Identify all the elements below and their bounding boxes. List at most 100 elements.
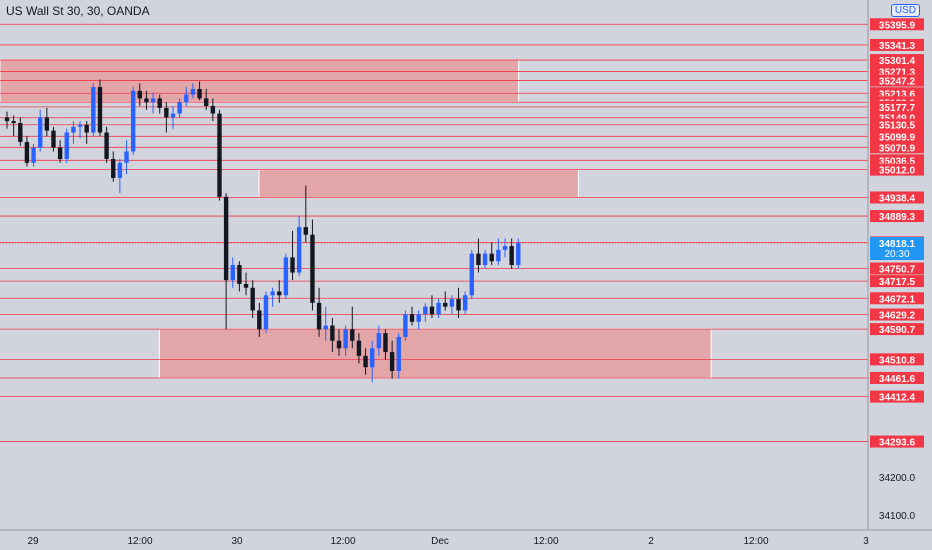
candle-body-26 — [177, 102, 182, 114]
candle-body-50 — [336, 340, 342, 349]
candle-body-47 — [316, 302, 322, 330]
x-tick-4: Dec — [431, 536, 449, 547]
level-label-bg-7 — [870, 100, 924, 113]
candle-body-3 — [24, 141, 30, 163]
level-label-bg-13 — [870, 163, 924, 176]
candle-body-74 — [496, 249, 501, 262]
candle-body-53 — [356, 340, 362, 356]
candle-body-33 — [223, 196, 229, 281]
candle-body-48 — [323, 325, 328, 330]
level-label-bg-2 — [870, 54, 924, 67]
candle-body-30 — [204, 98, 209, 106]
x-tick-2: 30 — [231, 536, 243, 547]
candle-body-63 — [423, 306, 428, 315]
level-label-bg-3 — [870, 65, 924, 78]
level-label-10: 35099.9 — [879, 132, 916, 143]
candle-body-2 — [18, 123, 23, 142]
level-label-bg-25 — [870, 435, 924, 448]
level-label-22: 34510.8 — [879, 355, 916, 366]
candle-body-21 — [144, 98, 149, 103]
candle-body-77 — [516, 243, 521, 265]
candle-body-64 — [429, 306, 435, 315]
level-label-3: 35271.3 — [879, 67, 916, 78]
level-label-bg-15 — [870, 210, 924, 223]
candle-body-45 — [303, 227, 308, 235]
symbol-title: US Wall St 30, 30, OANDA — [6, 4, 150, 18]
candle-body-23 — [157, 98, 162, 108]
candle-body-32 — [217, 113, 222, 197]
candle-body-54 — [363, 355, 368, 368]
candle-body-44 — [296, 227, 302, 273]
candle-body-4 — [31, 147, 36, 163]
candle-body-11 — [77, 124, 83, 127]
level-label-21: 34590.7 — [879, 325, 916, 336]
y-tick-1: 34100.0 — [879, 511, 916, 522]
level-label-0: 35395.9 — [879, 20, 916, 31]
candle-body-42 — [283, 257, 289, 296]
level-label-1: 35341.3 — [879, 41, 916, 52]
candle-body-38 — [257, 310, 262, 330]
candle-body-10 — [71, 126, 76, 133]
candle-body-7 — [51, 130, 56, 148]
level-label-17: 34750.7 — [879, 265, 916, 276]
level-label-4: 35247.2 — [879, 77, 916, 88]
x-tick-8: 3 — [863, 536, 869, 547]
x-tick-3: 12:00 — [330, 536, 355, 547]
x-tick-1: 12:00 — [127, 536, 152, 547]
level-label-18: 34717.5 — [879, 277, 916, 288]
candle-body-16 — [111, 159, 116, 178]
candle-body-8 — [57, 147, 63, 159]
x-tick-7: 12:00 — [743, 536, 768, 547]
candle-body-19 — [130, 90, 136, 152]
candle-body-67 — [449, 299, 455, 307]
candle-body-20 — [137, 90, 142, 99]
level-label-bg-22 — [870, 353, 924, 366]
level-label-25: 34293.6 — [879, 438, 916, 449]
candle-body-76 — [509, 246, 514, 265]
candle-body-12 — [84, 124, 89, 133]
last-price-badge — [870, 237, 924, 261]
candle-body-60 — [403, 314, 408, 337]
currency-badge[interactable]: USD — [890, 4, 920, 17]
x-tick-5: 12:00 — [533, 536, 558, 547]
level-label-bg-17 — [870, 262, 924, 275]
level-label-bg-9 — [870, 118, 924, 131]
candle-body-66 — [443, 302, 448, 307]
level-label-24: 34412.4 — [879, 393, 916, 404]
level-label-19: 34672.1 — [879, 294, 916, 305]
candle-body-25 — [170, 113, 176, 118]
level-label-bg-10 — [870, 130, 924, 143]
level-label-15: 34889.3 — [879, 212, 916, 223]
level-label-bg-0 — [870, 18, 924, 31]
candle-body-73 — [489, 253, 494, 262]
level-label-14: 34938.4 — [879, 193, 916, 204]
candle-body-0 — [4, 117, 10, 122]
candle-body-40 — [270, 291, 275, 296]
candle-body-34 — [230, 265, 235, 281]
candle-body-65 — [436, 302, 441, 315]
candle-body-51 — [343, 329, 348, 349]
zone-0 — [0, 59, 520, 103]
candle-body-27 — [184, 94, 189, 103]
candle-body-37 — [250, 287, 255, 311]
candle-body-75 — [502, 246, 508, 250]
candle-body-41 — [277, 291, 282, 296]
candle-body-13 — [91, 87, 96, 133]
level-label-bg-21 — [870, 323, 924, 336]
level-label-9: 35130.5 — [879, 121, 916, 132]
candle-body-35 — [237, 265, 242, 284]
countdown-label: 20:30 — [884, 249, 909, 260]
candle-body-18 — [124, 151, 129, 163]
candle-body-22 — [150, 98, 156, 103]
candle-body-28 — [190, 88, 196, 95]
candle-body-31 — [210, 106, 216, 114]
level-label-bg-1 — [870, 38, 924, 51]
zone-1 — [258, 169, 579, 198]
last-price-label: 34818.1 — [879, 239, 916, 250]
candle-body-55 — [370, 348, 375, 368]
level-label-bg-19 — [870, 292, 924, 305]
candle-body-68 — [456, 299, 461, 311]
candle-body-15 — [104, 132, 109, 159]
